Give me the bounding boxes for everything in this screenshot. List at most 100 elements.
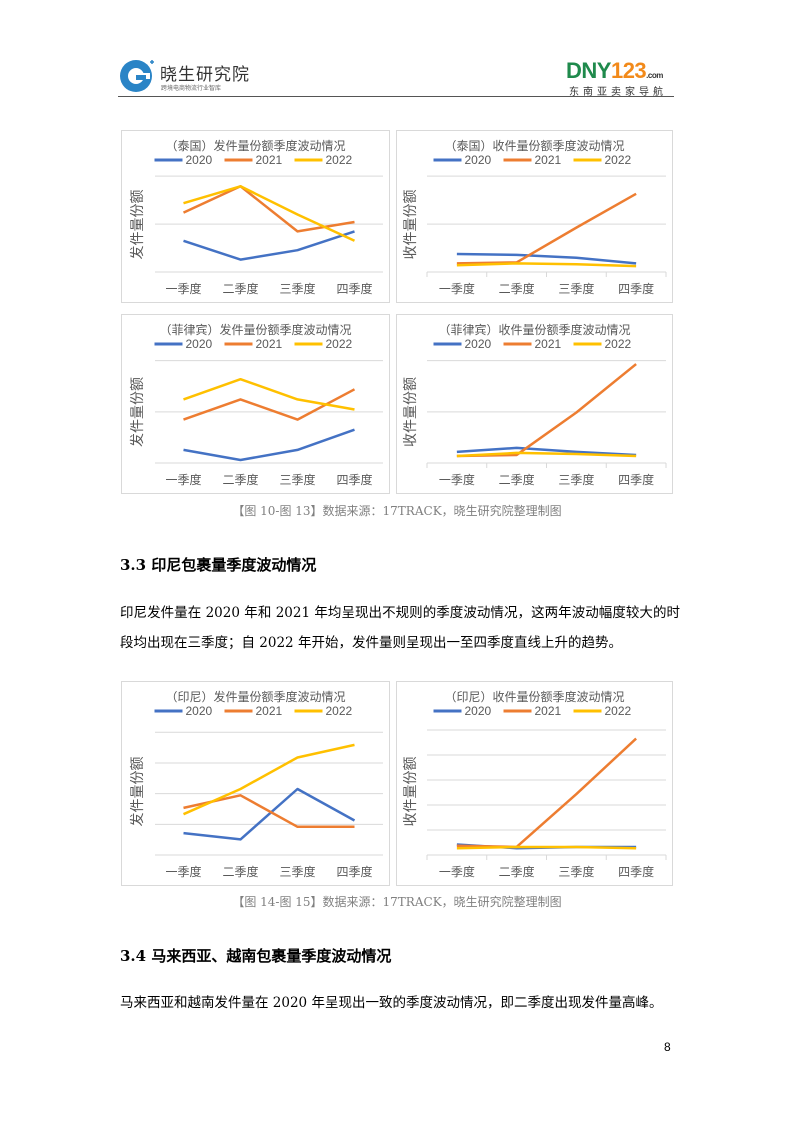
figure-caption-10-13: 【图 10-图 13】数据来源：17TRACK，晓生研究院整理制图: [232, 504, 562, 518]
legend-item-2022: 2022: [294, 337, 353, 351]
svg-text:2020: 2020: [465, 337, 492, 351]
x-tick-label: 三季度: [558, 472, 594, 487]
x-tick-label: 三季度: [279, 864, 315, 879]
chart-indonesia-receive: （印尼）收件量份额季度波动情况 2020 2021 2022 收件量份额 一季度 二季度 三季…: [396, 681, 673, 886]
header-divider: [118, 96, 674, 97]
dny-subtitle: 东南亚卖家导航: [569, 87, 667, 98]
legend-item-2022: 2022: [294, 153, 353, 167]
y-axis-label: 发件量份额: [129, 377, 145, 447]
x-tick-label: 四季度: [618, 472, 654, 487]
y-axis-label: 收件量份额: [402, 190, 418, 260]
series-line-2020: [456, 446, 637, 457]
dny123-logo: DNY123.com 东南亚卖家导航: [566, 58, 676, 98]
series-line-2020: [183, 787, 356, 841]
series-line-2020: [456, 252, 637, 265]
series-line-2021: [456, 363, 637, 458]
x-tick-label: 二季度: [499, 864, 535, 879]
x-tick-label: 四季度: [336, 281, 372, 296]
brand-dny: DNY: [566, 58, 611, 83]
chart-philippines-send: （菲律宾）发件量份额季度波动情况 2020 2021 2022 发件量份额 一季度 二季度 三…: [121, 314, 390, 494]
y-axis-label: 收件量份额: [402, 757, 418, 827]
legend-item-2022: 2022: [294, 704, 353, 718]
series-line-2022: [183, 185, 356, 242]
series-line-2021: [182, 185, 355, 233]
x-tick-label: 一季度: [439, 472, 475, 487]
x-tick-label: 三季度: [279, 281, 315, 296]
g-logo-icon: [120, 60, 154, 92]
x-tick-label: 四季度: [336, 472, 372, 487]
x-tick-label: 二季度: [222, 472, 258, 487]
logo-subtitle: 跨境电商物流行业智库: [161, 85, 222, 92]
series-line-2021: [456, 737, 637, 849]
series-line-2022: [182, 743, 355, 816]
chart-thailand-receive: （泰国）收件量份额季度波动情况 2020 2021 2022 收件量份额 一季度 二季度 三季…: [396, 130, 673, 303]
x-tick-label: 三季度: [279, 472, 315, 487]
svg-text:2021: 2021: [535, 704, 562, 718]
section-title-3-3: 3.3 印尼包裹量季度波动情况: [120, 556, 317, 574]
x-tick-label: 二季度: [499, 281, 535, 296]
chart-title: （印尼）发件量份额季度波动情况: [165, 689, 345, 704]
brand-num: 123: [610, 58, 647, 83]
svg-text:2022: 2022: [326, 153, 353, 167]
chart-thailand-send: （泰国）发件量份额季度波动情况 2020 2021 2022 发件量份额 一季度 二季度 三季…: [121, 130, 390, 303]
x-tick-label: 一季度: [439, 281, 475, 296]
legend-item-2022: 2022: [573, 153, 632, 167]
x-tick-label: 一季度: [165, 281, 201, 296]
svg-text:2022: 2022: [605, 337, 632, 351]
chart-indonesia-send: （印尼）发件量份额季度波动情况 2020 2021 2022 发件量份额 一季度 二季度 三季…: [121, 681, 390, 886]
section-paragraph-3-4: 马来西亚和越南发件量在 2020 年呈现出一致的季度波动情况，即二季度出现发件量…: [120, 995, 663, 1011]
legend-item-2020: 2020: [433, 704, 492, 718]
svg-text:2021: 2021: [256, 153, 283, 167]
y-axis-label: 收件量份额: [402, 377, 418, 447]
legend-item-2020: 2020: [154, 153, 213, 167]
legend-item-2022: 2022: [573, 704, 632, 718]
x-tick-label: 三季度: [558, 281, 594, 296]
svg-text:2020: 2020: [186, 337, 213, 351]
legend-item-2020: 2020: [154, 704, 213, 718]
legend-item-2021: 2021: [503, 153, 562, 167]
legend-item-2022: 2022: [573, 337, 632, 351]
series-line-2021: [456, 192, 637, 265]
chart-philippines-receive: （菲律宾）收件量份额季度波动情况 2020 2021 2022 收件量份额一季度 二季度 三…: [396, 314, 673, 494]
logo-title: 晓生研究院: [160, 65, 250, 85]
svg-text:2020: 2020: [186, 704, 213, 718]
x-tick-label: 二季度: [499, 472, 535, 487]
legend-item-2021: 2021: [224, 153, 283, 167]
svg-text:2020: 2020: [465, 704, 492, 718]
section-title-3-4: 3.4 马来西亚、越南包裹量季度波动情况: [120, 947, 392, 965]
x-tick-label: 三季度: [558, 864, 594, 879]
chart-title: （印尼）收件量份额季度波动情况: [444, 689, 624, 704]
chart-title: （泰国）收件量份额季度波动情况: [444, 138, 624, 153]
chart-title: （泰国）发件量份额季度波动情况: [165, 138, 345, 153]
series-line-2022: [456, 262, 637, 268]
series-line-2022: [183, 377, 355, 411]
chart-title: （菲律宾）收件量份额季度波动情况: [438, 322, 630, 337]
svg-text:2021: 2021: [256, 704, 283, 718]
chart-title: （菲律宾）发件量份额季度波动情况: [159, 322, 351, 337]
svg-text:2022: 2022: [605, 704, 632, 718]
series-line-2020: [183, 428, 355, 462]
figure-caption-14-15: 【图 14-图 15】数据来源：17TRACK，晓生研究院整理制图: [232, 895, 562, 909]
series-line-2020: [183, 230, 355, 261]
y-axis-label: 发件量份额: [129, 190, 145, 260]
svg-text:2020: 2020: [186, 153, 213, 167]
legend-item-2021: 2021: [224, 337, 283, 351]
svg-text:2022: 2022: [326, 704, 353, 718]
legend-item-2021: 2021: [503, 337, 562, 351]
legend-item-2020: 2020: [433, 337, 492, 351]
page-number: 8: [664, 1040, 671, 1054]
series-line-2021: [183, 794, 355, 829]
legend-item-2020: 2020: [154, 337, 213, 351]
x-tick-label: 四季度: [336, 864, 372, 879]
svg-text:2021: 2021: [535, 337, 562, 351]
series-line-2022: [456, 451, 637, 458]
svg-text:2021: 2021: [256, 337, 283, 351]
x-tick-label: 四季度: [618, 864, 654, 879]
svg-text:2022: 2022: [605, 153, 632, 167]
brand-tld: .com: [646, 71, 663, 80]
